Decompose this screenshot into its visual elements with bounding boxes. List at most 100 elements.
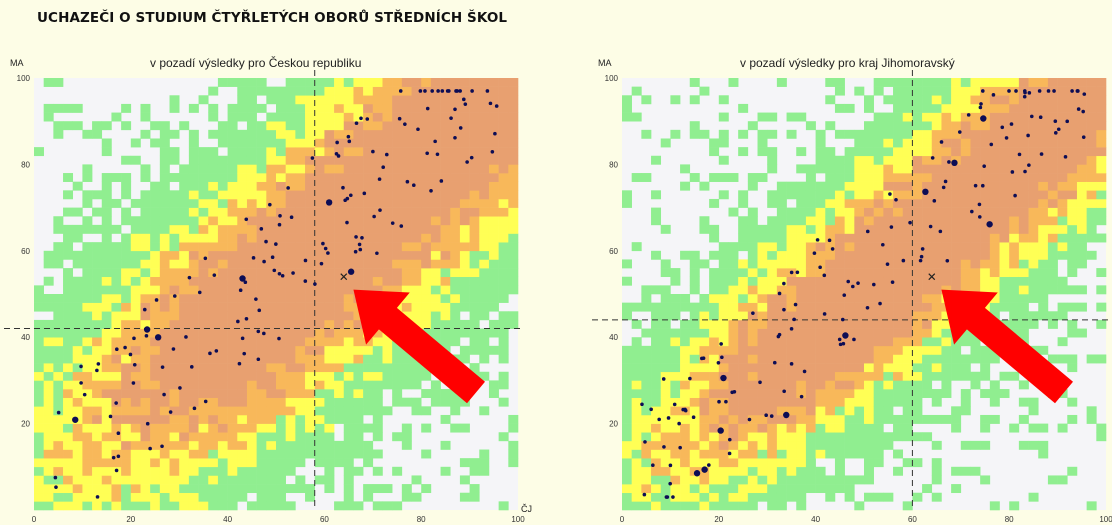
school-dot <box>280 273 285 278</box>
density-cell <box>488 319 499 329</box>
density-cell <box>699 449 710 459</box>
density-cell <box>479 233 490 243</box>
density-cell <box>1067 397 1078 407</box>
density-cell <box>844 484 855 494</box>
density-cell <box>689 389 700 398</box>
density-cell <box>82 432 93 442</box>
density-cell <box>130 302 141 312</box>
density-cell <box>34 380 44 390</box>
density-cell <box>208 414 219 424</box>
density-cell <box>747 311 758 321</box>
density-cell <box>82 129 93 139</box>
school-dot <box>776 334 781 339</box>
density-cell <box>1018 112 1029 122</box>
density-cell <box>508 173 519 182</box>
density-cell <box>227 112 238 122</box>
density-cell <box>188 164 199 174</box>
density-cell <box>718 414 729 424</box>
density-cell <box>922 173 933 182</box>
density-cell <box>469 484 480 494</box>
density-cell <box>305 406 316 416</box>
density-cell <box>188 423 199 433</box>
density-cell <box>159 345 170 355</box>
school-dot <box>458 126 463 130</box>
school-dot <box>1026 133 1030 138</box>
density-cell <box>324 302 335 312</box>
density-cell <box>786 492 797 502</box>
school-dot <box>724 399 728 404</box>
density-cell <box>34 371 44 381</box>
density-cell <box>844 302 855 312</box>
density-cell <box>680 492 691 502</box>
density-cell <box>864 276 874 286</box>
density-cell <box>208 458 219 468</box>
density-cell <box>651 475 662 485</box>
density-cell <box>912 112 923 122</box>
density-cell <box>498 354 509 364</box>
density-cell <box>353 155 364 165</box>
density-cell <box>459 294 470 303</box>
density-cell <box>372 285 383 295</box>
school-dot <box>730 390 734 395</box>
density-cell <box>479 268 490 278</box>
density-cell <box>150 397 161 407</box>
density-cell <box>834 86 845 96</box>
density-cell <box>188 207 199 217</box>
density-cell <box>217 198 228 208</box>
x-axis-label: ČJ <box>521 504 532 514</box>
density-cell <box>951 147 962 157</box>
density-cell <box>1028 147 1039 157</box>
density-cell <box>680 371 691 381</box>
density-cell <box>217 129 228 139</box>
density-cell <box>111 432 122 442</box>
density-cell <box>392 345 403 355</box>
school-dot <box>277 222 282 227</box>
density-cell <box>92 276 103 286</box>
density-cell <box>834 311 845 321</box>
density-cell <box>411 147 422 157</box>
density-cell <box>334 501 345 511</box>
density-cell <box>159 242 170 252</box>
density-cell <box>82 190 93 200</box>
density-cell <box>285 112 296 122</box>
x-tick-label: 60 <box>320 515 329 524</box>
density-cell <box>217 216 228 226</box>
density-cell <box>1086 414 1097 424</box>
density-cell <box>256 121 267 131</box>
density-cell <box>699 302 710 312</box>
density-cell <box>198 466 209 476</box>
school-dot <box>1076 89 1080 93</box>
density-cell <box>43 250 54 260</box>
density-cell <box>382 78 393 87</box>
density-cell <box>1047 207 1058 217</box>
density-cell <box>488 112 499 122</box>
density-cell <box>699 423 710 433</box>
density-cell <box>314 440 325 450</box>
density-cell <box>305 207 316 217</box>
density-cell <box>670 302 681 312</box>
density-cell <box>314 268 325 278</box>
density-cell <box>430 389 441 398</box>
density-cell <box>208 155 219 165</box>
school-dot <box>1027 91 1032 95</box>
density-cell <box>825 242 836 252</box>
density-cell <box>873 354 884 364</box>
density-cell <box>459 121 470 131</box>
density-cell <box>401 276 412 286</box>
density-cell <box>392 112 403 122</box>
density-cell <box>989 129 1000 139</box>
density-cell <box>401 216 412 226</box>
density-cell <box>159 190 170 200</box>
density-cell <box>989 259 1000 269</box>
density-cell <box>951 345 962 355</box>
density-cell <box>276 285 286 295</box>
density-cell <box>246 432 257 442</box>
density-cell <box>931 302 942 312</box>
school-dot <box>908 220 912 225</box>
density-cell <box>343 207 354 217</box>
density-cell <box>276 466 286 476</box>
density-cell <box>1038 103 1049 113</box>
density-cell <box>343 345 354 355</box>
density-cell <box>130 475 141 485</box>
density-cell <box>227 406 238 416</box>
